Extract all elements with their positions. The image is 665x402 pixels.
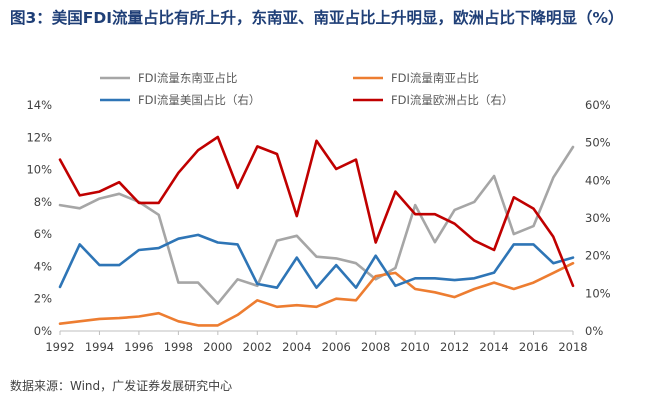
legend-label: FDI流量美国占比（右） (138, 93, 260, 107)
left-axis-tick-label: 0% (34, 324, 52, 338)
right-axis-tick-label: 0% (585, 324, 603, 338)
left-axis-tick-label: 6% (34, 227, 52, 241)
x-axis-tick-label: 2016 (519, 340, 548, 354)
series-line-4 (58, 135, 575, 288)
left-axis-tick-label: 12% (26, 130, 52, 144)
x-axis-tick-label: 2008 (361, 340, 390, 354)
x-axis-tick-label: 2014 (479, 340, 508, 354)
chart-series (58, 135, 575, 327)
x-axis-tick-label: 1996 (124, 340, 153, 354)
right-axis-tick-label: 30% (585, 211, 611, 225)
right-axis-tick-label: 50% (585, 136, 611, 150)
x-axis-tick-label: 1992 (45, 340, 74, 354)
series-line-1 (58, 145, 575, 305)
x-axis-tick-label: 1998 (164, 340, 193, 354)
legend-label: FDI流量南亚占比 (391, 71, 479, 85)
x-axis-tick-label: 2002 (243, 340, 272, 354)
chart-axes: 0% 2% 4% 6% 8% 10% 12% 14% 0% 10% 20% 30% 40% 50% 60% 1… (26, 98, 610, 354)
x-axis-tick-label: 2004 (282, 340, 311, 354)
left-axis-tick-label: 14% (26, 98, 52, 112)
x-axis-tick-label: 2012 (440, 340, 469, 354)
legend-label: FDI流量东南亚占比 (138, 71, 237, 85)
series-line-2 (58, 261, 575, 327)
source-note: 数据来源：Wind，广发证券发展研究中心 (10, 379, 233, 393)
x-axis-tick-label: 2018 (558, 340, 587, 354)
right-axis-tick-label: 40% (585, 173, 611, 187)
x-axis-tick-label: 2010 (401, 340, 430, 354)
chart-legend: FDI流量东南亚占比 FDI流量南亚占比 FDI流量美国占比（右） FDI流量欧洲占比… (100, 71, 513, 107)
right-axis-tick-label: 10% (585, 286, 611, 300)
series-line-3 (58, 233, 575, 289)
legend-label: FDI流量欧洲占比（右） (391, 93, 513, 107)
right-axis-tick-label: 60% (585, 98, 611, 112)
x-axis-tick-label: 2000 (203, 340, 232, 354)
right-axis-tick-label: 20% (585, 249, 611, 263)
left-axis-tick-label: 4% (34, 259, 52, 273)
x-axis-tick-label: 1994 (85, 340, 114, 354)
left-axis-tick-label: 10% (26, 163, 52, 177)
left-axis-tick-label: 8% (34, 195, 52, 209)
chart-title: 图3：美国FDI流量占比有所上升，东南亚、南亚占比上升明显，欧洲占比下降明显（%… (10, 9, 624, 27)
left-axis-tick-label: 2% (34, 292, 52, 306)
x-axis-tick-label: 2006 (322, 340, 351, 354)
